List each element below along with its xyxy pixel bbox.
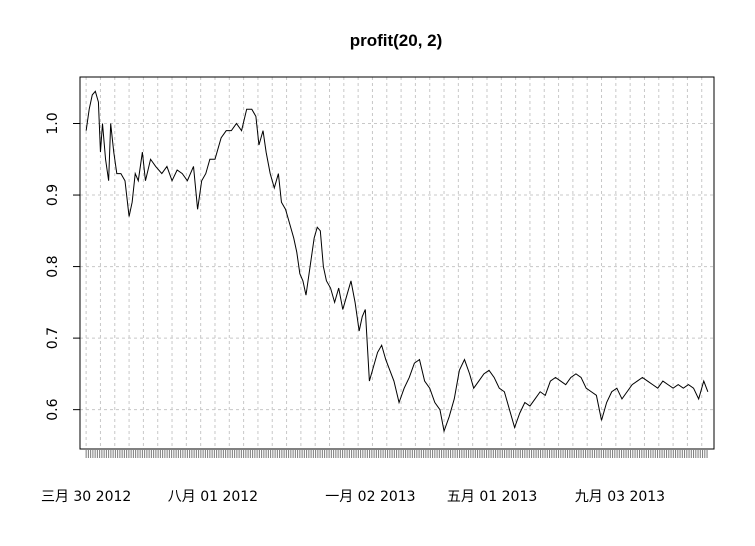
x-tick-label: 一月 02 2013 (325, 489, 415, 505)
y-tick-label: 0.8 (45, 255, 61, 277)
x-tick-label: 三月 30 2012 (41, 489, 131, 505)
chart-title: profit(20, 2) (350, 31, 443, 50)
plot-frame (79, 76, 715, 450)
y-tick-label: 0.7 (45, 327, 61, 349)
x-minor-ticks (85, 450, 708, 458)
x-tick-label: 九月 03 2013 (575, 489, 665, 505)
grid (80, 77, 714, 449)
series-line (85, 90, 709, 434)
y-tick-label: 0.6 (45, 398, 61, 420)
x-tick-label: 八月 01 2012 (168, 489, 258, 505)
y-tick-label: 0.9 (45, 184, 61, 206)
y-tick-label: 1.0 (45, 112, 61, 134)
y-axis: 0.6 0.7 0.8 0.9 1.0 (45, 112, 80, 421)
series-group (85, 90, 709, 434)
x-axis: 三月 30 2012 八月 01 2012 一月 02 2013 五月 01 2013… (41, 489, 665, 505)
x-tick-label: 五月 01 2013 (447, 489, 537, 505)
